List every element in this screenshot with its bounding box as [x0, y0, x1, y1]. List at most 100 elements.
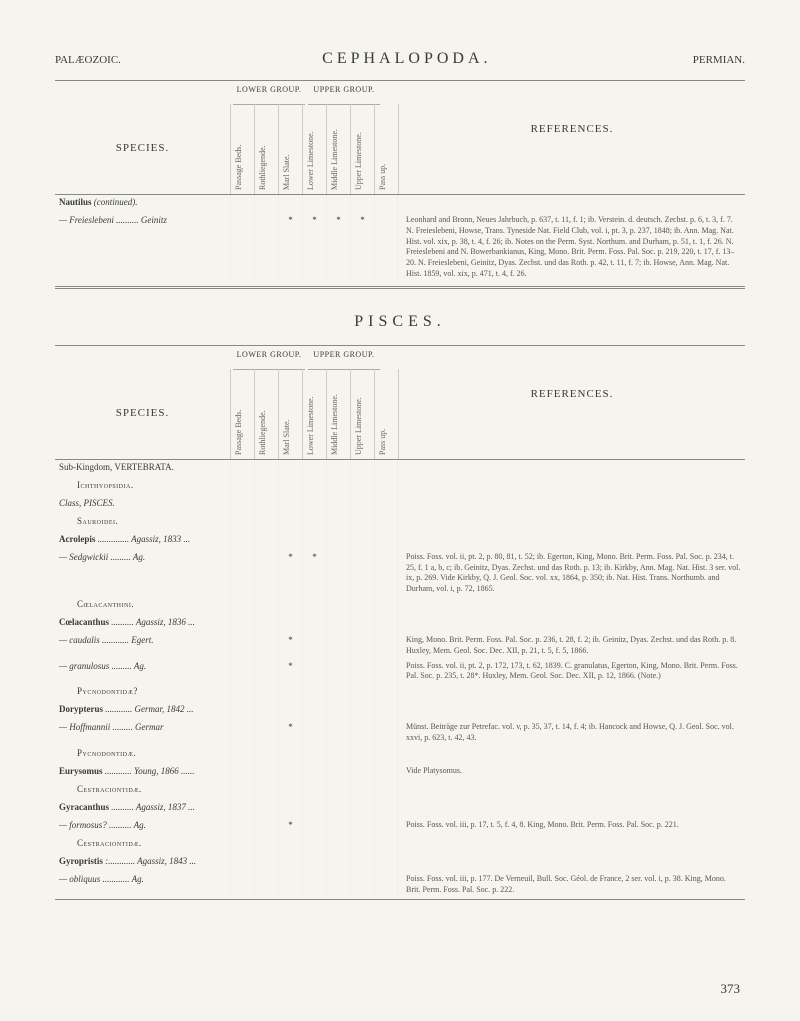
- col-marl: Marl Slate.: [282, 154, 291, 190]
- reference-cell: [398, 460, 745, 478]
- reference-cell: Poiss. Foss. vol. iii, p. 177. De Verneu…: [398, 872, 745, 898]
- tick-cell: [302, 478, 326, 496]
- tick-cell: *: [302, 213, 326, 282]
- species-cell: — formosus? .......... Ag.: [55, 818, 230, 836]
- species-cell: Pycnodontidæ?: [55, 684, 230, 702]
- tick-cell: [350, 659, 374, 685]
- tick-cell: [302, 597, 326, 615]
- tick-cell: [254, 514, 278, 532]
- tick-cell: [278, 496, 302, 514]
- tick-cell: [230, 460, 254, 478]
- tick-cell: [278, 764, 302, 782]
- species-cell: Acrolepis .............. Agassiz, 1833 .…: [55, 532, 230, 550]
- reference-cell: [398, 195, 745, 213]
- tick-cell: [254, 746, 278, 764]
- tick-cell: [230, 800, 254, 818]
- tick-cell: [278, 597, 302, 615]
- tick-cell: [230, 532, 254, 550]
- table-row: Eurysomus ............ Young, 1866 .....…: [55, 764, 745, 782]
- tick-cell: [326, 478, 350, 496]
- tick-cell: [326, 836, 350, 854]
- tick-cell: [230, 818, 254, 836]
- pisces-body: Sub-Kingdom, VERTEBRATA.Ichthyopsidia.Cl…: [55, 460, 745, 898]
- tick-cell: [230, 854, 254, 872]
- tick-cell: [374, 496, 398, 514]
- reference-cell: [398, 514, 745, 532]
- tick-cell: [302, 702, 326, 720]
- tick-cell: [302, 746, 326, 764]
- tick-cell: [326, 782, 350, 800]
- tick-cell: [350, 597, 374, 615]
- tick-cell: [230, 633, 254, 659]
- tick-cell: *: [278, 818, 302, 836]
- header-center: CEPHALOPODA.: [322, 50, 491, 68]
- species-cell: Pycnodontidæ.: [55, 746, 230, 764]
- tick-cell: [350, 764, 374, 782]
- upper-group-label-2: UPPER GROUP.: [308, 346, 380, 370]
- table-row: Nautilus (continued).: [55, 195, 745, 213]
- species-cell: Cestraciontidæ.: [55, 782, 230, 800]
- header-left: PALÆOZOIC.: [55, 54, 121, 66]
- tick-cell: [254, 684, 278, 702]
- tick-cell: [302, 514, 326, 532]
- tick-cell: [326, 195, 350, 213]
- tick-cell: [374, 550, 398, 597]
- tick-cell: [254, 800, 278, 818]
- table-row: Sauroidei.: [55, 514, 745, 532]
- reference-cell: Vide Platysomus.: [398, 764, 745, 782]
- tick-cell: [254, 764, 278, 782]
- tick-cell: [254, 615, 278, 633]
- reference-cell: Poiss. Foss. vol. iii, p. 17, t. 5, f. 4…: [398, 818, 745, 836]
- tick-cell: [254, 782, 278, 800]
- tick-cell: [350, 818, 374, 836]
- tick-cell: [230, 496, 254, 514]
- species-cell: Sub-Kingdom, VERTEBRATA.: [55, 460, 230, 478]
- tick-cell: [278, 532, 302, 550]
- tick-cell: [374, 854, 398, 872]
- tick-cell: [302, 872, 326, 898]
- species-cell: Ichthyopsidia.: [55, 478, 230, 496]
- table-row: Acrolepis .............. Agassiz, 1833 .…: [55, 532, 745, 550]
- species-cell: Class, PISCES.: [55, 496, 230, 514]
- tick-cell: [374, 872, 398, 898]
- tick-cell: [230, 615, 254, 633]
- column-headers-2: SPECIES. Passage Beds. Rothliegende. Mar…: [55, 370, 745, 460]
- tick-cell: [278, 702, 302, 720]
- tick-cell: [326, 684, 350, 702]
- table-row: Cestraciontidæ.: [55, 782, 745, 800]
- tick-cell: [302, 532, 326, 550]
- lower-group-label: LOWER GROUP.: [233, 81, 305, 105]
- table-row: — Freieslebeni .......... Geinitz****Leo…: [55, 213, 745, 282]
- tick-cell: *: [302, 550, 326, 597]
- tick-cell: [350, 702, 374, 720]
- tick-cell: [230, 782, 254, 800]
- species-cell: — caudalis ............ Egert.: [55, 633, 230, 659]
- refs-column-label-2: REFERENCES.: [398, 369, 745, 459]
- tick-cell: *: [326, 213, 350, 282]
- reference-cell: [398, 702, 745, 720]
- tick-cell: [302, 659, 326, 685]
- tick-cell: [326, 633, 350, 659]
- tick-cell: *: [278, 633, 302, 659]
- tick-cell: [230, 597, 254, 615]
- table-row: Pycnodontidæ?: [55, 684, 745, 702]
- table-row: — Sedgwickii ......... Ag.**Poiss. Foss.…: [55, 550, 745, 597]
- table-row: Cestraciontidæ.: [55, 836, 745, 854]
- tick-cell: [350, 854, 374, 872]
- tick-cell: [278, 872, 302, 898]
- tick-cell: [302, 720, 326, 746]
- tick-cell: [230, 764, 254, 782]
- species-cell: Gyropristis :............ Agassiz, 1843 …: [55, 854, 230, 872]
- tick-cell: *: [278, 550, 302, 597]
- tick-cell: [254, 532, 278, 550]
- bottom-rule: [55, 899, 745, 900]
- tick-cell: [350, 615, 374, 633]
- tick-cell: [374, 836, 398, 854]
- table-row: — Hoffmannii ......... Germar*Münst. Bei…: [55, 720, 745, 746]
- tick-cell: [278, 514, 302, 532]
- tick-cell: [350, 514, 374, 532]
- tick-cell: [302, 854, 326, 872]
- tick-cell: [350, 460, 374, 478]
- tick-cell: [374, 720, 398, 746]
- tick-cell: *: [278, 213, 302, 282]
